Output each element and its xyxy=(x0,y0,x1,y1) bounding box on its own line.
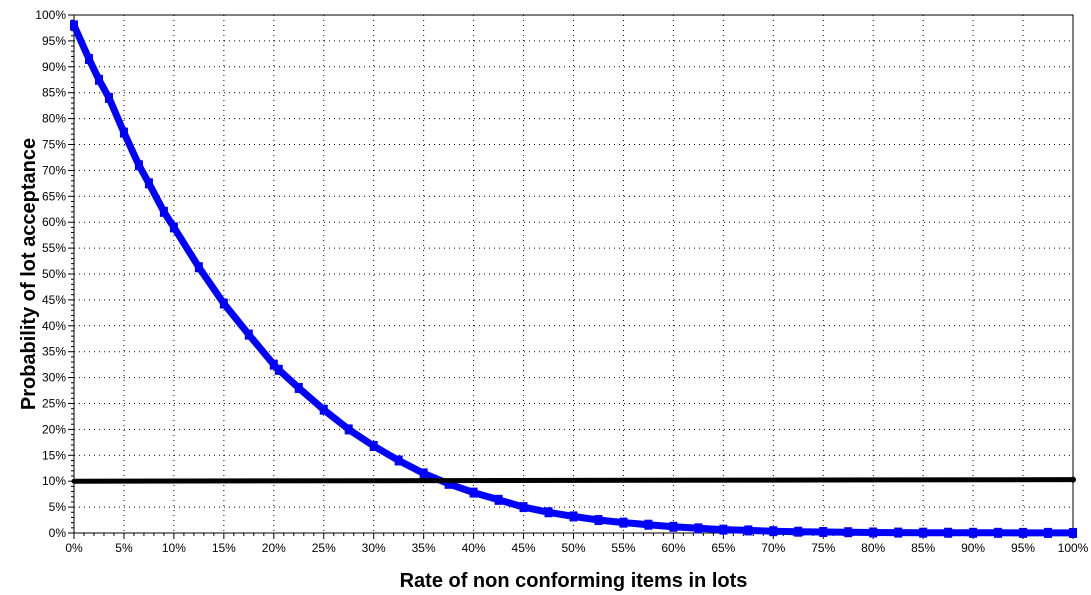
oc-curve-point xyxy=(444,478,453,489)
x-tick-label: 55% xyxy=(611,541,635,555)
x-tick-label: 60% xyxy=(661,541,685,555)
y-tick-label: 45% xyxy=(42,293,66,307)
oc-curve-point xyxy=(104,92,113,103)
y-tick-label: 50% xyxy=(42,267,66,281)
oc-curve-point xyxy=(694,523,703,534)
y-tick-label: 55% xyxy=(42,241,66,255)
x-tick-label: 5% xyxy=(115,541,133,555)
x-tick-label: 15% xyxy=(212,541,236,555)
oc-curve-point xyxy=(1069,527,1077,538)
oc-curve-point xyxy=(844,527,853,538)
oc-curve-point xyxy=(119,127,128,138)
oc-curve-point xyxy=(869,527,878,538)
oc-curve-point xyxy=(894,527,903,538)
oc-curve-point xyxy=(619,517,628,528)
y-tick-label: 60% xyxy=(42,215,66,229)
y-tick-label: 65% xyxy=(42,189,66,203)
y-tick-label: 0% xyxy=(49,526,67,540)
oc-curve-point xyxy=(569,511,578,522)
x-tick-label: 20% xyxy=(262,541,286,555)
x-axis-title: Rate of non conforming items in lots xyxy=(400,570,748,592)
y-tick-label: 35% xyxy=(42,345,66,359)
oc-curve-point xyxy=(219,298,228,309)
oc-curve-point xyxy=(944,527,953,538)
threshold-line xyxy=(71,477,1076,484)
oc-curve-point xyxy=(344,424,353,435)
oc-curve-point xyxy=(144,178,153,189)
x-tick-label: 10% xyxy=(162,541,186,555)
x-tick-label: 0% xyxy=(65,541,83,555)
oc-curve-point xyxy=(594,515,603,526)
threshold-line-end xyxy=(1070,476,1076,483)
oc-curve-point xyxy=(669,521,678,532)
series-layer xyxy=(70,20,1077,538)
x-tick-label: 65% xyxy=(711,541,735,555)
oc-curve-line xyxy=(70,21,1077,537)
oc-curve-point xyxy=(269,359,278,370)
y-tick-label: 85% xyxy=(42,86,66,100)
oc-curve-point xyxy=(159,206,168,217)
y-tick-label: 30% xyxy=(42,371,66,385)
oc-curve-point xyxy=(819,526,828,537)
x-tick-label: 100% xyxy=(1058,541,1089,555)
x-tick-label: 80% xyxy=(861,541,885,555)
oc-curve-point xyxy=(194,262,203,273)
y-tick-label: 90% xyxy=(42,60,66,74)
oc-curve-point xyxy=(1044,527,1053,538)
oc-curve-point xyxy=(1019,527,1028,538)
x-tick-label: 40% xyxy=(462,541,486,555)
y-tick-label: 40% xyxy=(42,319,66,333)
oc-curve-point xyxy=(644,519,653,530)
oc-curve-point xyxy=(84,54,93,65)
oc-curve-point xyxy=(244,329,253,340)
oc-curve-point xyxy=(794,526,803,537)
y-tick-label: 10% xyxy=(42,474,66,488)
y-tick-label: 70% xyxy=(42,163,66,177)
oc-curve-point xyxy=(169,222,178,233)
oc-curve-point xyxy=(70,20,78,31)
oc-curve-point xyxy=(494,494,503,505)
x-tick-label: 95% xyxy=(1011,541,1035,555)
oc-curve-point xyxy=(394,455,403,466)
y-tick-label: 80% xyxy=(42,112,66,126)
oc-curve-point xyxy=(274,364,283,375)
x-tick-label: 90% xyxy=(961,541,985,555)
grid-layer xyxy=(74,15,1073,533)
x-tick-label: 75% xyxy=(811,541,835,555)
x-tick-label: 45% xyxy=(512,541,536,555)
x-tick-label: 85% xyxy=(911,541,935,555)
y-tick-label: 100% xyxy=(35,8,66,22)
oc-curve-point xyxy=(469,487,478,498)
axis-layer: 0% 5% 10% 15% 20% 25% 30% 35% 40% 45% 50% 55% 60% 65%… xyxy=(35,8,1088,555)
oc-curve-point xyxy=(294,382,303,393)
oc-curve-point xyxy=(969,527,978,538)
x-tick-label: 70% xyxy=(761,541,785,555)
oc-curve-point xyxy=(994,527,1003,538)
x-tick-label: 35% xyxy=(412,541,436,555)
y-tick-label: 25% xyxy=(42,397,66,411)
oc-curve-point xyxy=(419,468,428,479)
oc-curve-point xyxy=(369,440,378,451)
x-tick-label: 30% xyxy=(362,541,386,555)
y-tick-label: 5% xyxy=(49,500,67,514)
y-tick-label: 20% xyxy=(42,422,66,436)
oc-curve-point xyxy=(319,404,328,415)
oc-curve-point xyxy=(134,160,143,171)
oc-curve-point xyxy=(919,527,928,538)
y-axis-title: Probability of lot acceptance xyxy=(18,138,40,410)
oc-curve-point xyxy=(94,74,103,85)
y-tick-label: 95% xyxy=(42,34,66,48)
x-tick-label: 25% xyxy=(312,541,336,555)
y-tick-label: 15% xyxy=(42,448,66,462)
oc-curve-point xyxy=(719,524,728,535)
oc-curve-point xyxy=(769,526,778,537)
oc-curve-point xyxy=(519,502,528,513)
y-tick-label: 75% xyxy=(42,138,66,152)
oc-curve-point xyxy=(544,507,553,518)
x-tick-label: 50% xyxy=(561,541,585,555)
oc-curve-point xyxy=(744,525,753,536)
